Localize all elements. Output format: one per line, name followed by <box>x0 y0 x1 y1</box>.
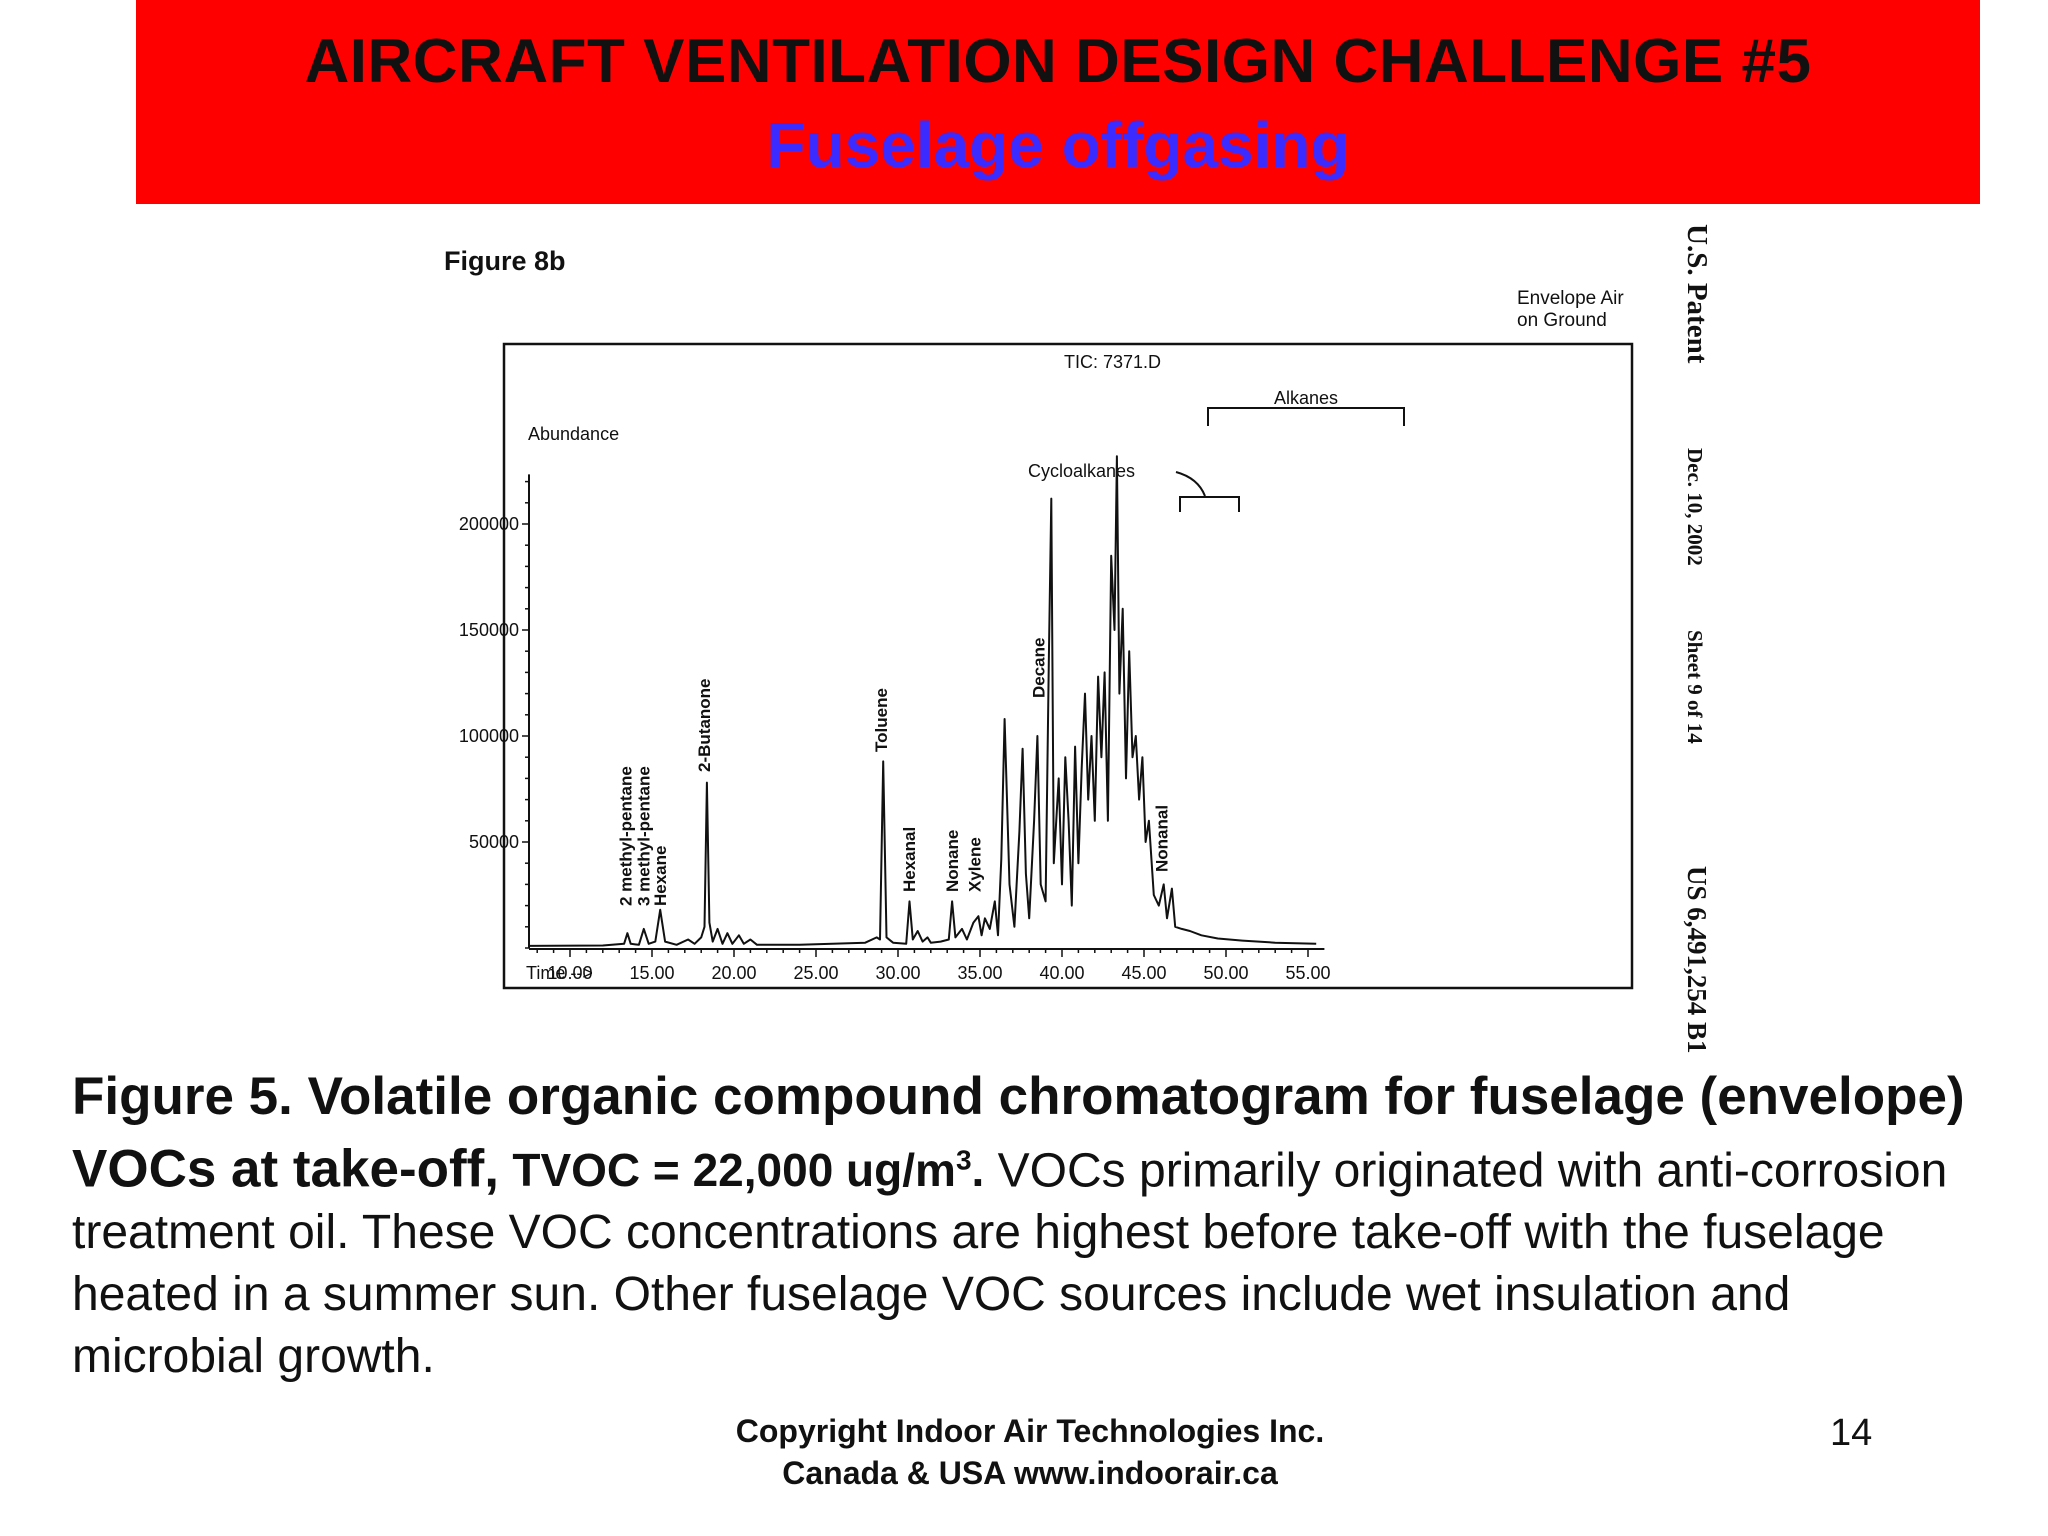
caption-tvoc-text: TVOC = 22,000 ug/m <box>512 1144 956 1197</box>
x-tick-label: 20.00 <box>711 963 756 983</box>
chromatogram-figure: Figure 8b Envelope Air on Ground TIC: 73… <box>430 220 1720 1060</box>
peak-label: Nonanal <box>1153 805 1172 872</box>
peak-label: Decane <box>1030 638 1049 698</box>
alkanes-bracket: Alkanes <box>1207 388 1405 426</box>
title-banner: AIRCRAFT VENTILATION DESIGN CHALLENGE #5… <box>136 0 1980 204</box>
plot-frame <box>502 342 1634 990</box>
corner-note-line1: Envelope Air <box>1517 288 1624 309</box>
y-axis-label: Abundance <box>528 424 619 444</box>
series <box>528 455 1317 947</box>
y-tick-label: 100000 <box>459 726 519 746</box>
page-number: 14 <box>1830 1412 1873 1454</box>
peak-label: 2 methyl-pentane <box>616 766 635 906</box>
x-axis-label: Time --> <box>526 963 593 983</box>
cycloalkanes-label: Cycloalkanes <box>1028 461 1135 481</box>
y-tick-label: 50000 <box>469 832 519 852</box>
y-tick-label: 200000 <box>459 514 519 534</box>
chromatogram-chart: Figure 8b Envelope Air on Ground TIC: 73… <box>444 224 1713 1054</box>
peak-label: Hexanal <box>900 827 919 892</box>
x-tick-label: 25.00 <box>793 963 838 983</box>
patent-number: US 6,491,254 B1 <box>1682 866 1712 1054</box>
caption-tvoc-sup: 3 <box>955 1145 972 1176</box>
y-tick-label: 150000 <box>459 620 519 640</box>
figure-label: Figure 8b <box>444 246 566 276</box>
cycloalkanes-bracket: Cycloalkanes <box>1028 461 1240 512</box>
patent-sheet: Sheet 9 of 14 <box>1683 630 1707 744</box>
figure-caption: Figure 5. Volatile organic compound chro… <box>72 1066 1992 1388</box>
x-tick-label: 15.00 <box>629 963 674 983</box>
peak-label: Hexane <box>651 846 670 906</box>
alkanes-label: Alkanes <box>1274 388 1338 408</box>
peak-label: Nonane <box>943 830 962 892</box>
x-tick-label: 40.00 <box>1039 963 1084 983</box>
footer: Copyright Indoor Air Technologies Inc. C… <box>600 1410 1460 1494</box>
footer-website: Canada & USA www.indoorair.ca <box>782 1455 1278 1491</box>
caption-tvoc-end: . <box>971 1144 985 1197</box>
x-tick-label: 10.00 <box>547 963 592 983</box>
corner-note-line2: on Ground <box>1517 310 1607 331</box>
cycloalkanes-bracket-line <box>1179 496 1240 512</box>
caption-normal: VOCs primarily originated with anti-corr… <box>72 1144 1948 1384</box>
x-tick-label: 35.00 <box>957 963 1002 983</box>
caption-tvoc: TVOC = 22,000 ug/m3. <box>512 1144 984 1196</box>
caption-bold-1: Figure 5. Volatile organic compound chro… <box>72 1067 1965 1199</box>
tic-label: TIC: 7371.D <box>1064 352 1161 372</box>
peak-label: 2-Butanone <box>695 679 714 773</box>
axes: 50000 100000 150000 200000 10.00 15.00 20.00 25… <box>459 474 1331 983</box>
x-tick-label: 45.00 <box>1121 963 1166 983</box>
chromatogram-trace <box>528 455 1317 947</box>
patent-side-text: U.S. Patent Dec. 10, 2002 Sheet 9 of 14 … <box>1681 224 1713 1054</box>
footer-copyright: Copyright Indoor Air Technologies Inc. <box>735 1413 1325 1449</box>
patent-label: U.S. Patent <box>1681 224 1713 364</box>
alkanes-bracket-line <box>1207 407 1405 426</box>
slide-title: AIRCRAFT VENTILATION DESIGN CHALLENGE #5 <box>304 27 1812 96</box>
slide-subtitle: Fuselage offgasing <box>766 109 1350 181</box>
cycloalkanes-pointer <box>1175 471 1206 497</box>
peak-label: Xylene <box>966 837 985 892</box>
x-tick-label: 55.00 <box>1285 963 1330 983</box>
x-tick-label: 30.00 <box>875 963 920 983</box>
peak-label: 3 methyl-pentane <box>634 766 653 906</box>
x-tick-label: 50.00 <box>1203 963 1248 983</box>
patent-date: Dec. 10, 2002 <box>1683 448 1707 566</box>
peak-label: Toluene <box>872 688 891 752</box>
